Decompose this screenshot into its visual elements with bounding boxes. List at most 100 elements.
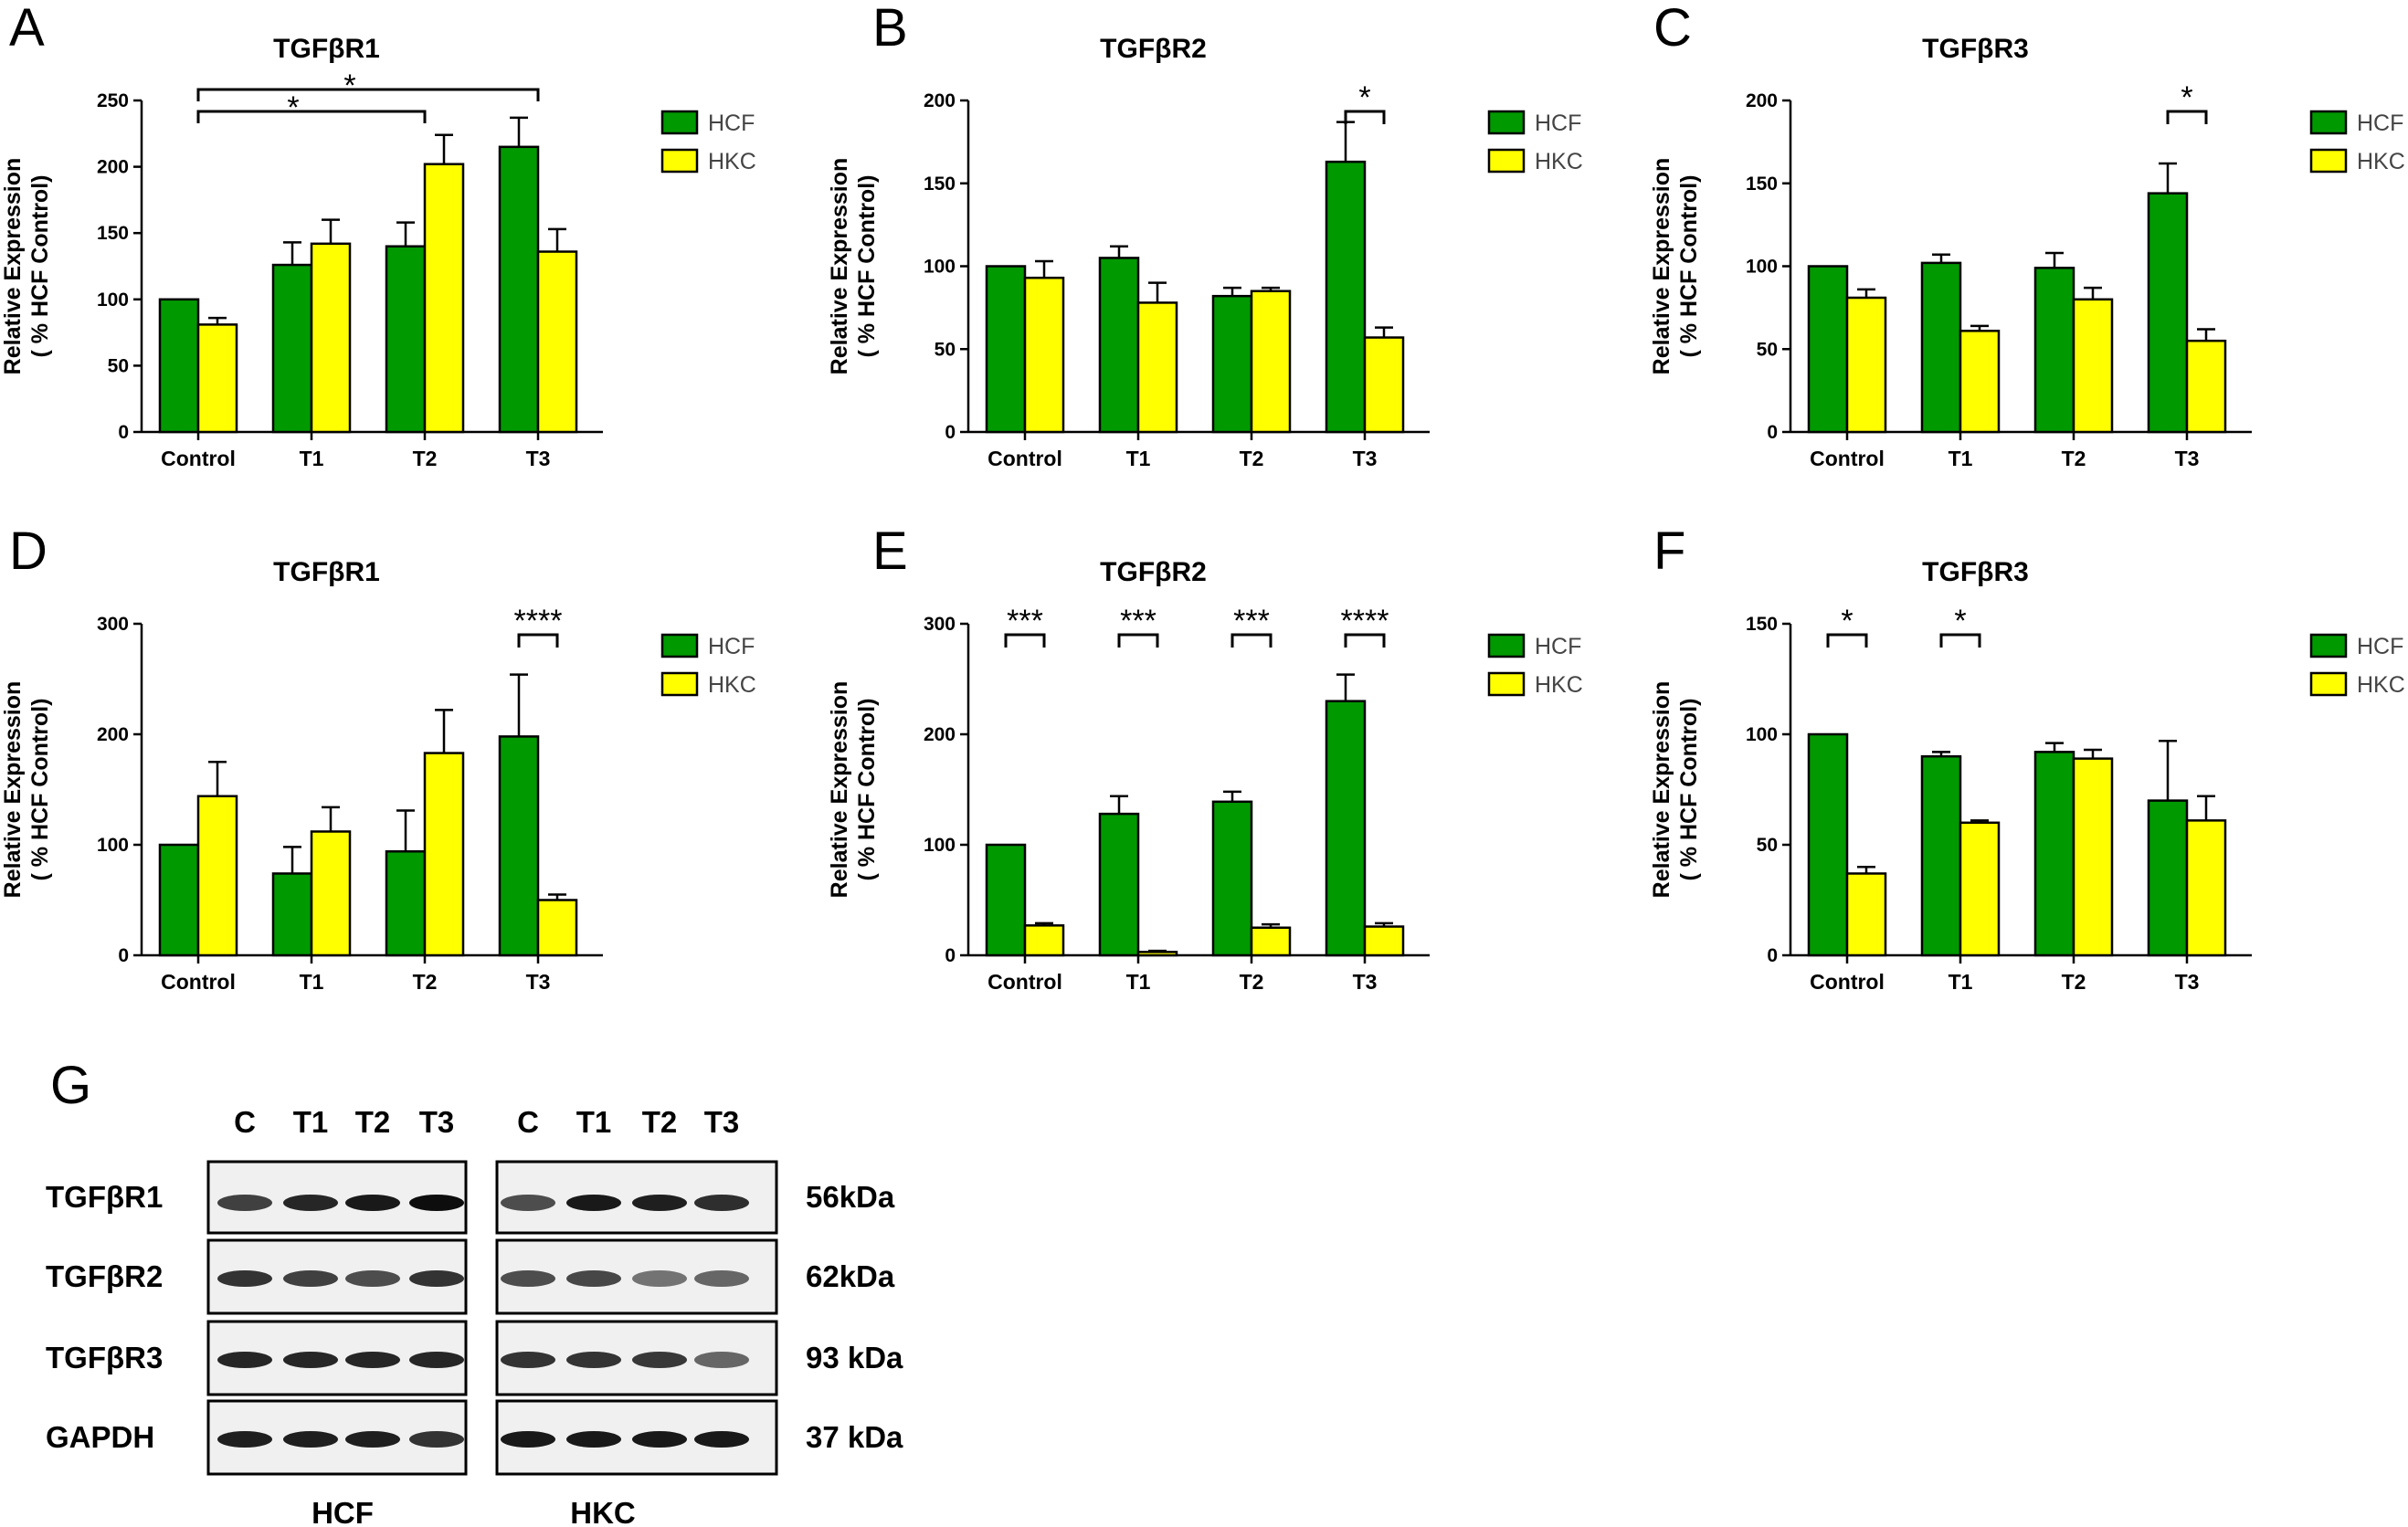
wb-size-label: 62kDa [806,1259,895,1293]
panel-letter-a: A [9,0,45,58]
wb-row-label: TGFβR1 [46,1180,163,1214]
legend-label-hcf: HCF [2357,634,2403,659]
wb-band [694,1431,749,1448]
wb-band [566,1270,621,1287]
bar-hkc-t1 [310,242,352,434]
y-tick-label: 0 [945,945,956,966]
legend-label-hkc: HKC [1535,149,1583,174]
wb-size-label: 93 kDa [806,1341,903,1374]
bar-hcf-control [985,843,1027,957]
panel-letter-b: B [872,0,908,58]
significance-label: *** [1233,604,1270,638]
bar-hcf-t2 [385,245,427,434]
chart-title: TGFβR2 [1100,557,1207,587]
x-tick-label: T2 [1240,970,1264,994]
significance-bracket [1230,633,1273,648]
y-tick-label: 0 [1767,422,1778,443]
wb-band [217,1352,272,1368]
x-tick-label: T2 [413,447,438,470]
legend-swatch-hcf [2309,110,2348,135]
x-tick-label: Control [987,447,1062,470]
wb-band [694,1352,749,1368]
wb-band [501,1352,555,1368]
wb-band [409,1195,464,1211]
chart-panel-a: A TGFβR1 Relative Expression( % HCF Contro… [0,0,756,470]
y-tick-label: 150 [1746,614,1778,635]
bar-hcf-t2 [385,850,427,957]
significance-label: * [343,68,355,103]
bar-hkc-t3 [1363,336,1405,434]
y-tick-label: 50 [935,339,956,360]
y-axis-label: Relative Expression( % HCF Control) [0,158,53,375]
wb-band [501,1195,555,1211]
y-tick-label: 100 [1746,257,1778,278]
bar-hcf-t3 [2147,192,2189,434]
chart-title: TGFβR1 [273,557,380,587]
wb-band [283,1270,338,1287]
x-tick-label: T2 [413,970,438,994]
bar-hkc-control [1023,276,1065,434]
significance-bracket [1004,633,1046,648]
chart-panel-c: C TGFβR3 Relative Expression( % HCF Contro… [1649,0,2405,470]
bar-hkc-control [196,323,238,434]
bar-hcf-t3 [1325,160,1367,434]
legend-swatch-hcf [2309,633,2348,658]
wb-band [345,1270,400,1287]
bar-hcf-t1 [271,263,313,434]
y-tick-label: 0 [118,422,129,443]
significance-bracket [196,110,427,123]
bar-hcf-t3 [498,735,540,957]
chart-panel-d: D TGFβR1 Relative Expression( % HCF Contro… [0,521,756,994]
legend-label-hcf: HCF [1535,634,1581,659]
wb-lane-label: T3 [704,1105,740,1139]
bar-hkc-t2 [2072,757,2114,957]
x-tick-label: T1 [300,447,324,470]
bar-hkc-t2 [1250,290,1292,434]
bar-hkc-t1 [1136,951,1178,957]
bar-hkc-t3 [536,899,578,957]
wb-band [566,1195,621,1211]
legend-label-hkc: HKC [2357,672,2405,698]
chart-panel-b: B TGFβR2 Relative Expression( % HCF Contro… [827,0,1583,470]
bar-hcf-t2 [2033,751,2075,957]
wb-band [217,1270,272,1287]
bar-hkc-t1 [1136,301,1178,434]
legend-swatch-hkc [2309,671,2348,697]
x-tick-label: T3 [2175,970,2200,994]
y-tick-label: 150 [1746,174,1778,195]
bar-hcf-t3 [1325,700,1367,957]
wb-band [409,1352,464,1368]
chart-title: TGFβR3 [1922,34,2029,64]
y-tick-label: 100 [924,257,956,278]
wb-band [632,1270,687,1287]
wb-band [694,1195,749,1211]
wb-band [345,1352,400,1368]
wb-rows: TGFβR1 56kDa TGFβR2 62kDa TGFβR3 93 kDa GAPDH 3… [46,1160,903,1476]
wb-size-label: 37 kDa [806,1420,903,1454]
significance-label: *** [1120,604,1156,638]
wb-band [566,1352,621,1368]
wb-group-label-hcf: HCF [312,1496,374,1527]
wb-band [632,1431,687,1448]
wb-band [345,1195,400,1211]
bar-hcf-t1 [271,872,313,957]
panel-letter-f: F [1653,521,1685,581]
wb-band [217,1195,272,1211]
legend-label-hkc: HKC [2357,149,2405,174]
y-tick-label: 250 [97,90,129,111]
y-tick-label: 50 [1757,339,1778,360]
wb-lane-label: T2 [642,1105,678,1139]
significance-bracket [1826,633,1868,648]
legend-swatch-hcf [660,633,699,658]
x-tick-label: T1 [1949,447,1973,470]
y-tick-label: 100 [97,290,129,311]
wb-band [632,1352,687,1368]
bar-hcf-t3 [498,145,540,434]
bar-hcf-control [158,298,200,434]
x-tick-label: Control [161,970,236,994]
significance-label: * [1358,80,1370,115]
legend-swatch-hkc [1487,671,1526,697]
y-tick-label: 100 [1746,724,1778,745]
